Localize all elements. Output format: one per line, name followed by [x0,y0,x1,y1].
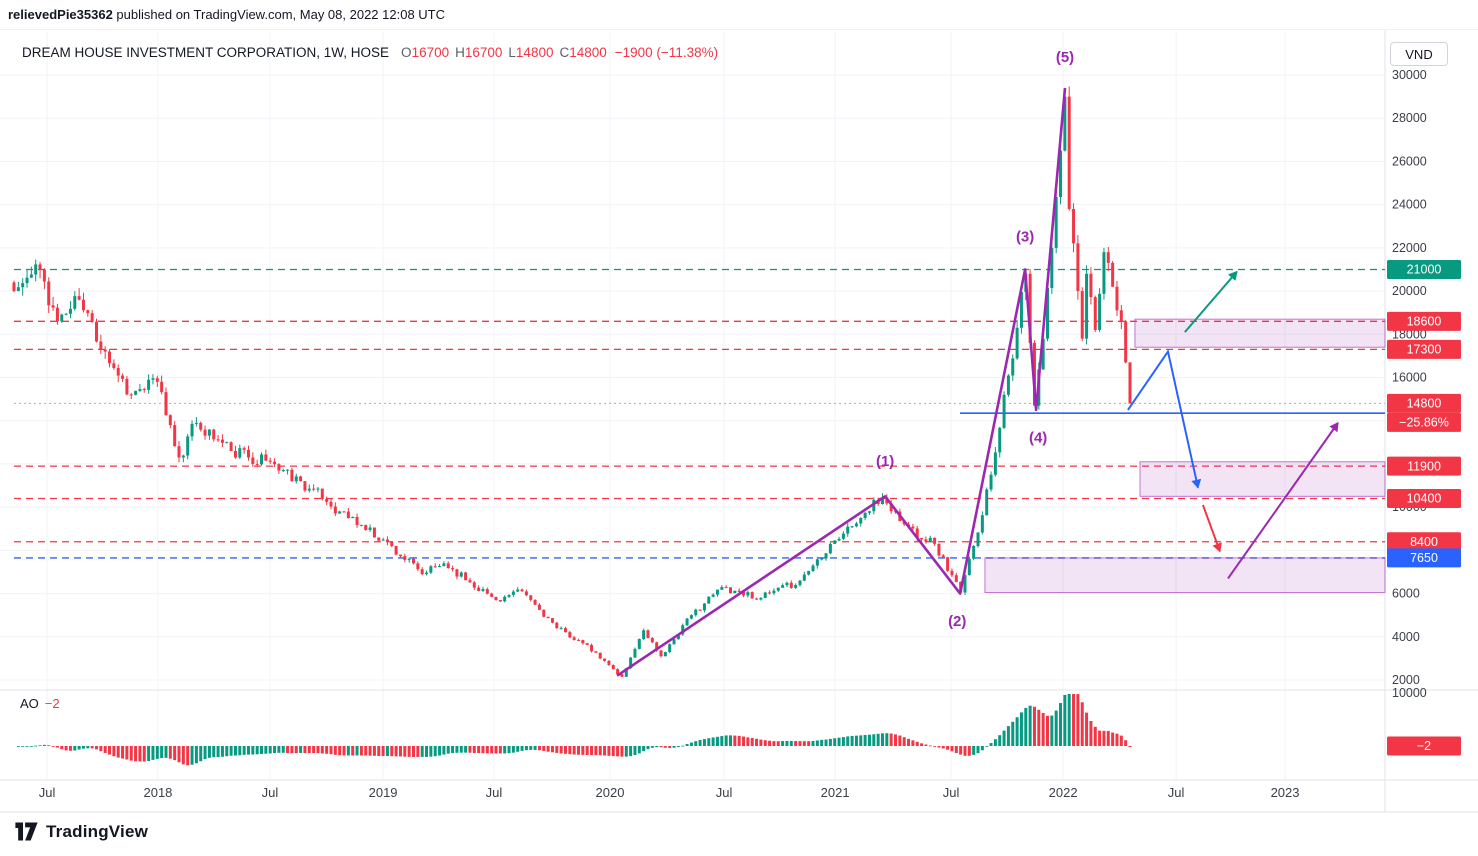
axis-label-18600 [1387,311,1461,331]
zone-1[interactable] [1134,318,1386,348]
svg-text:2021: 2021 [821,785,850,800]
wave-label-(3): (3) [1016,228,1034,245]
svg-text:28000: 28000 [1392,111,1427,125]
close-label: C [559,45,570,60]
svg-text:Jul: Jul [716,785,733,800]
svg-text:2018: 2018 [143,785,172,800]
svg-text:Jul: Jul [39,785,56,800]
candles-layer [12,86,1132,678]
svg-text:16000: 16000 [1392,371,1427,385]
close-value: 14800 [569,45,607,60]
svg-text:8400: 8400 [1410,535,1438,549]
time-axis[interactable]: Jul 2018 Jul 2019 Jul 2020 Jul 2021 Jul 2022 Jul 20… [39,785,1300,800]
blue-retrace-arrow[interactable] [1127,349,1202,489]
svg-text:Jul: Jul [262,785,279,800]
chart-legend[interactable]: DREAM HOUSE INVESTMENT CORPORATION, 1W, … [22,45,718,60]
wave-line [616,87,1067,677]
low-value: 14800 [515,45,554,60]
publish-text: published on [112,7,194,22]
svg-text:18600: 18600 [1407,315,1442,329]
price-axis-ticks[interactable]: 3000028000260002400022000200001800016000… [1392,68,1427,700]
low-label: L [508,45,516,60]
ao-value: −2 [44,696,60,711]
zones [984,318,1386,593]
tradingview-logo-icon[interactable] [14,821,39,842]
price-level-lines [14,268,1385,559]
svg-text:−25.86%: −25.86% [1399,416,1449,430]
wave-label-(2): (2) [948,613,966,630]
svg-text:2019: 2019 [369,785,398,800]
axis-label-17300 [1387,339,1461,359]
svg-text:11900: 11900 [1407,459,1441,473]
ao-histogram [16,694,1132,766]
open-value: 16700 [411,45,450,60]
change-value: −1900 (−11.38%) [614,45,719,60]
purple-recovery-arrow[interactable] [1227,422,1339,580]
svg-text:7650: 7650 [1410,551,1438,565]
publish-date: , May 08, 2022 12:08 UTC [292,7,446,22]
high-label: H [455,45,465,60]
elliott-waves[interactable]: (1) (2) (3) (4) (5) [616,49,1074,677]
publish-bar: relievedPie35362 published on TradingVie… [0,0,1478,30]
svg-text:30000: 30000 [1392,68,1427,82]
svg-text:Jul: Jul [486,785,503,800]
svg-text:4000: 4000 [1392,630,1420,644]
svg-text:2020: 2020 [596,785,625,800]
axis-label-retrace-pct [1387,412,1461,432]
axis-label-7650 [1387,548,1461,568]
tradingview-link[interactable]: TradingView.com [193,7,293,22]
high-value: 16700 [464,45,503,60]
currency-button[interactable]: VND [1390,42,1448,66]
wave-label-(5): (5) [1056,49,1074,66]
svg-text:2023: 2023 [1271,785,1300,800]
svg-text:21000: 21000 [1407,263,1442,277]
tradingview-wordmark[interactable]: TradingView [46,821,149,841]
zone-3[interactable] [984,557,1386,593]
svg-text:6000: 6000 [1392,587,1420,601]
svg-text:22000: 22000 [1392,241,1427,255]
open-label: O [401,45,412,60]
publisher-username[interactable]: relievedPie35362 [8,7,113,22]
ao-indicator-legend[interactable]: AO −2 [20,696,60,711]
svg-text:14800: 14800 [1407,397,1442,411]
svg-text:2000: 2000 [1392,673,1420,687]
svg-text:24000: 24000 [1392,198,1427,212]
red-down-arrow[interactable] [1201,504,1222,553]
svg-text:20000: 20000 [1392,284,1427,298]
zone-2[interactable] [1139,461,1386,497]
svg-text:10000: 10000 [1392,686,1427,700]
svg-text:2022: 2022 [1049,785,1078,800]
axis-label-8400 [1387,532,1461,552]
axis-label-21000 [1387,259,1461,279]
axis-label-14800 [1387,393,1461,413]
svg-text:Jul: Jul [943,785,960,800]
svg-text:Jul: Jul [1168,785,1185,800]
wave-label-(1): (1) [876,453,894,470]
axis-label-ao-value [1387,736,1461,756]
grid [0,32,1385,780]
svg-text:10400: 10400 [1407,492,1442,506]
green-up-arrow[interactable] [1184,270,1238,333]
wave-label-(4): (4) [1029,429,1047,446]
axis-label-11900 [1387,456,1461,476]
svg-text:−2: −2 [1417,739,1431,753]
symbol-title[interactable]: DREAM HOUSE INVESTMENT CORPORATION, 1W, … [22,45,390,60]
svg-text:26000: 26000 [1392,154,1427,168]
price-axis-labels: 21000 18600 17300 14800 11900 10400 8400 7650 −2… [1387,259,1461,756]
svg-text:17300: 17300 [1407,343,1442,357]
footer: TradingView [14,821,148,842]
ao-name: AO [20,696,39,711]
axis-label-10400 [1387,489,1461,508]
